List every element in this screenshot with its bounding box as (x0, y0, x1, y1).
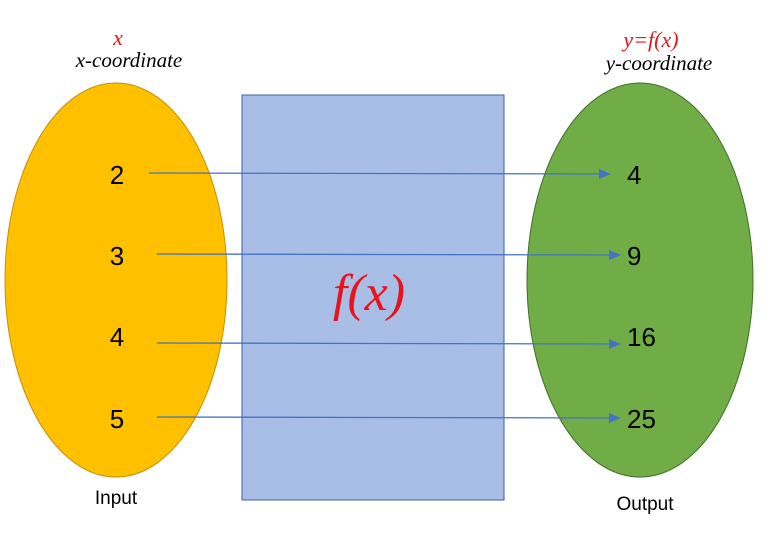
input-value: 5 (110, 404, 124, 434)
output-value: 16 (627, 322, 656, 352)
mapping-arrow-1 (149, 173, 610, 174)
output-value: 25 (627, 404, 656, 434)
output-variable-label: y=f(x) (621, 27, 678, 52)
input-value: 3 (110, 241, 124, 271)
output-value: 4 (627, 160, 641, 190)
input-value: 2 (110, 160, 124, 190)
output-value: 9 (627, 241, 641, 271)
input-variable-label: x (112, 25, 123, 50)
input-coordinate-title: x-coordinate (75, 48, 183, 72)
output-coordinate-title: y-coordinate (604, 51, 713, 75)
output-caption: Output (616, 494, 674, 515)
input-value: 4 (110, 322, 124, 352)
input-caption: Input (95, 488, 138, 509)
function-label: f(x) (333, 265, 405, 322)
mapping-arrow-4 (157, 417, 620, 418)
